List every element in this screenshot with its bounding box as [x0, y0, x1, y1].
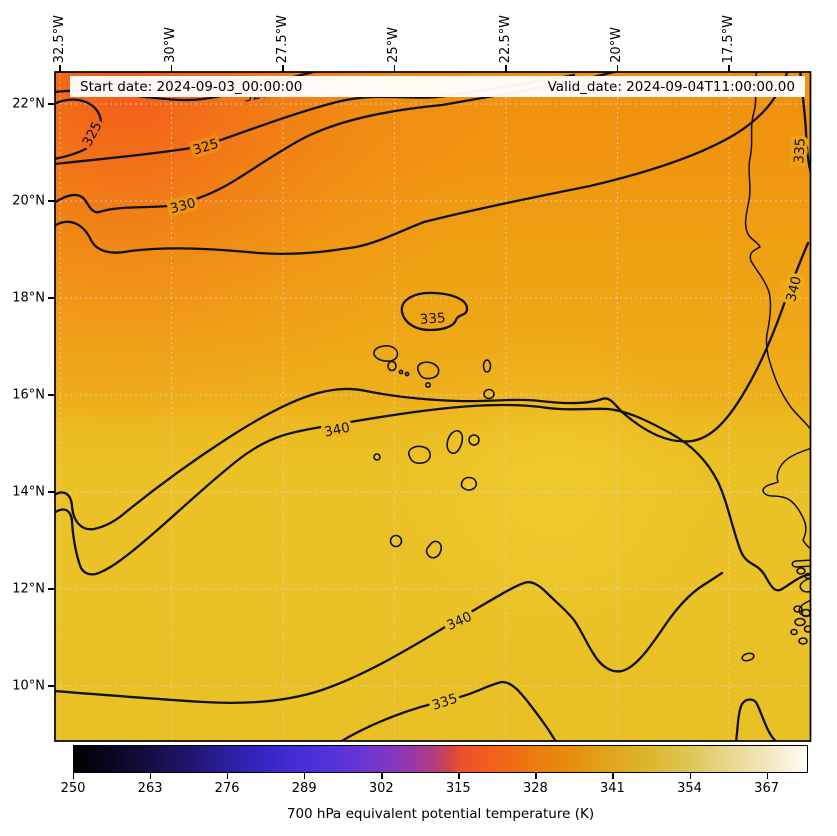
coastline-mauritania — [744, 72, 811, 431]
coastline-senegal-capvert — [762, 447, 811, 550]
lat-tick-label: 18°N — [12, 290, 45, 306]
colorbar-tick-label: 367 — [754, 781, 780, 796]
colorbar-tick-label: 354 — [677, 781, 702, 796]
contour-label-335-right: 335 — [791, 137, 809, 164]
island — [389, 534, 403, 548]
colorbar-tick — [535, 773, 537, 779]
colorbar-tick — [73, 773, 75, 779]
lon-tick-label: 22.5°W — [497, 14, 513, 63]
colorbar-tick-label: 250 — [60, 781, 86, 796]
lon-tick — [505, 65, 507, 72]
coastline-gambia-river — [791, 559, 811, 568]
lat-tick — [48, 685, 55, 687]
contour-340-north — [55, 241, 810, 531]
colorbar-tick-label: 276 — [214, 781, 240, 796]
lon-tick-label: 27.5°W — [274, 14, 290, 63]
lon-tick — [59, 65, 61, 72]
lat-tick-label: 10°N — [12, 678, 45, 694]
contour-325-tongue — [55, 98, 103, 160]
lat-tick-label: 22°N — [12, 96, 45, 112]
lat-tick-label: 14°N — [12, 484, 45, 500]
island — [796, 567, 806, 575]
colorbar-tick — [612, 773, 614, 779]
island — [398, 369, 404, 375]
island — [416, 361, 440, 380]
island — [741, 652, 755, 662]
colorbar-tick-label: 263 — [137, 781, 163, 796]
colorbar-tick-label: 341 — [599, 781, 625, 796]
island — [373, 345, 399, 362]
lon-tick-label: 30°W — [163, 27, 178, 63]
lat-tick — [48, 394, 55, 396]
lon-tick — [282, 65, 284, 72]
island — [798, 637, 808, 645]
plot-border — [54, 71, 812, 742]
lat-tick — [48, 200, 55, 202]
cape-verde-islands — [373, 345, 811, 662]
lon-tick-label: 17.5°W — [720, 14, 736, 63]
lon-tick — [170, 65, 173, 72]
island — [404, 371, 410, 377]
island — [794, 617, 806, 627]
colorbar-tick-label: 302 — [368, 781, 394, 796]
colorbar — [73, 745, 808, 773]
colorbar-tick — [458, 773, 460, 779]
island — [468, 434, 480, 446]
contour-335-bottom-right — [734, 698, 778, 741]
colorbar-tick — [227, 773, 229, 779]
island — [424, 381, 431, 388]
island — [790, 628, 798, 636]
island — [408, 445, 431, 464]
island — [373, 453, 381, 461]
contour-335-loop — [400, 291, 469, 332]
title-bar: Start date: 2024-09-03_00:00:00 Valid_da… — [70, 76, 805, 97]
valid-date-label: Valid_date: 2024-09-04T11:00:00.00 — [547, 78, 795, 95]
colorbar-tick — [150, 773, 152, 779]
colorbar-label: 700 hPa equivalent potential temperature… — [286, 806, 595, 822]
lat-tick — [48, 491, 55, 493]
lat-tick-label: 12°N — [12, 581, 45, 597]
lat-tick — [48, 588, 55, 590]
colorbar-tick-label: 289 — [291, 781, 317, 796]
contour-335-north — [55, 72, 789, 256]
contour-label-335-loop: 335 — [419, 310, 446, 328]
island — [425, 540, 443, 559]
theta-e-high-patch — [55, 72, 811, 741]
lon-tick — [393, 65, 396, 72]
lon-tick — [616, 65, 619, 72]
island — [804, 572, 811, 580]
lat-tick — [48, 103, 55, 105]
lat-tick — [48, 297, 55, 299]
colorbar-tick — [766, 773, 768, 779]
start-date-label: Start date: 2024-09-03_00:00:00 — [80, 78, 303, 95]
contour-335-bottom — [339, 680, 557, 741]
island — [446, 430, 464, 455]
colorbar-tick-label: 315 — [445, 781, 471, 796]
lat-tick-label: 20°N — [12, 193, 45, 209]
lon-tick-label: 20°W — [609, 27, 624, 63]
africa-coastline — [744, 72, 811, 617]
colorbar-tick — [304, 773, 306, 779]
lat-tick-label: 16°N — [12, 387, 45, 403]
colorbar-tick — [381, 773, 383, 779]
island — [482, 359, 492, 373]
island — [803, 625, 811, 633]
island — [387, 360, 397, 372]
island — [793, 605, 803, 613]
contour-340-bottom — [55, 571, 724, 705]
island — [460, 476, 478, 491]
lon-tick-label: 25°W — [386, 27, 401, 63]
island — [483, 388, 495, 400]
lon-tick-label: 32.5°W — [51, 14, 67, 63]
lon-tick — [728, 65, 730, 72]
colorbar-tick — [689, 773, 691, 779]
colorbar-tick-label: 328 — [522, 781, 548, 796]
coastline-casamance — [799, 577, 811, 593]
contour-340-south — [55, 403, 811, 592]
